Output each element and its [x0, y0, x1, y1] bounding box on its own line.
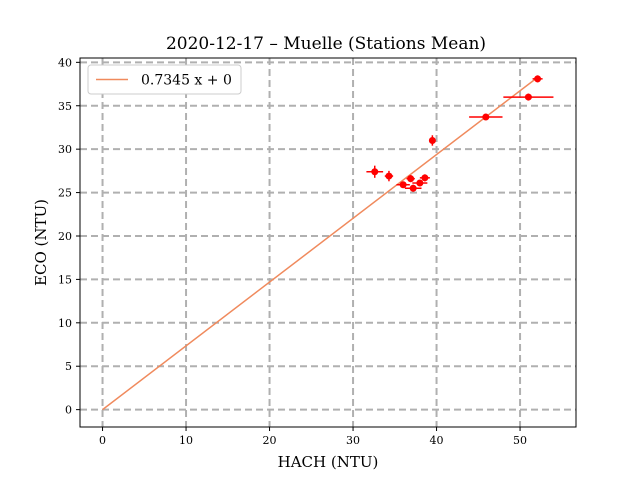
- x-axis-label: HACH (NTU): [278, 453, 379, 471]
- y-axis-ticks: 0 5 10 15 20 25 30 35 40: [58, 56, 80, 417]
- data-point: [469, 113, 503, 121]
- y-tick-label: 30: [58, 143, 72, 156]
- data-point: [366, 165, 384, 178]
- point-marker: [421, 174, 429, 182]
- data-point: [384, 170, 394, 182]
- y-tick-label: 10: [58, 317, 72, 330]
- data-point: [419, 174, 430, 182]
- point-marker: [371, 168, 379, 176]
- plot-frame: [79, 57, 577, 428]
- data-point: [406, 175, 415, 183]
- fit-line: [102, 76, 539, 411]
- y-tick-label: 5: [65, 360, 72, 373]
- y-tick-label: 25: [58, 187, 72, 200]
- data-point: [412, 179, 428, 187]
- point-marker: [534, 75, 542, 83]
- point-marker: [416, 179, 424, 187]
- chart-title: 2020-12-17 – Muelle (Stations Mean): [166, 34, 486, 54]
- fit-line-group: [102, 76, 539, 411]
- legend-entry-fit: 0.7345 x + 0: [141, 73, 232, 89]
- y-tick-label: 35: [58, 100, 72, 113]
- x-tick-label: 40: [430, 434, 444, 447]
- point-marker: [428, 136, 436, 144]
- y-axis-label: ECO (NTU): [32, 199, 50, 286]
- grid: [80, 58, 576, 427]
- point-marker: [407, 175, 415, 183]
- y-tick-label: 15: [58, 273, 72, 286]
- data-point: [503, 93, 554, 101]
- point-marker: [524, 93, 532, 101]
- x-tick-label: 10: [179, 434, 193, 447]
- data-point: [396, 181, 410, 189]
- legend-box: [87, 64, 242, 95]
- point-marker: [399, 181, 407, 189]
- y-tick-label: 0: [65, 404, 72, 417]
- x-axis-ticks: 0 10 20 30 40 50: [99, 427, 527, 447]
- data-points: [366, 75, 554, 192]
- x-tick-label: 0: [99, 434, 106, 447]
- legend: 0.7345 x + 0: [87, 64, 242, 95]
- x-tick-label: 30: [346, 434, 360, 447]
- point-marker: [385, 172, 393, 180]
- point-marker: [409, 184, 417, 192]
- point-marker: [482, 113, 490, 121]
- data-point: [532, 75, 543, 83]
- y-tick-label: 40: [58, 56, 72, 69]
- y-tick-label: 20: [58, 230, 72, 243]
- data-point: [404, 184, 422, 192]
- x-tick-label: 20: [263, 434, 277, 447]
- x-tick-label: 50: [513, 434, 527, 447]
- data-point: [428, 135, 436, 146]
